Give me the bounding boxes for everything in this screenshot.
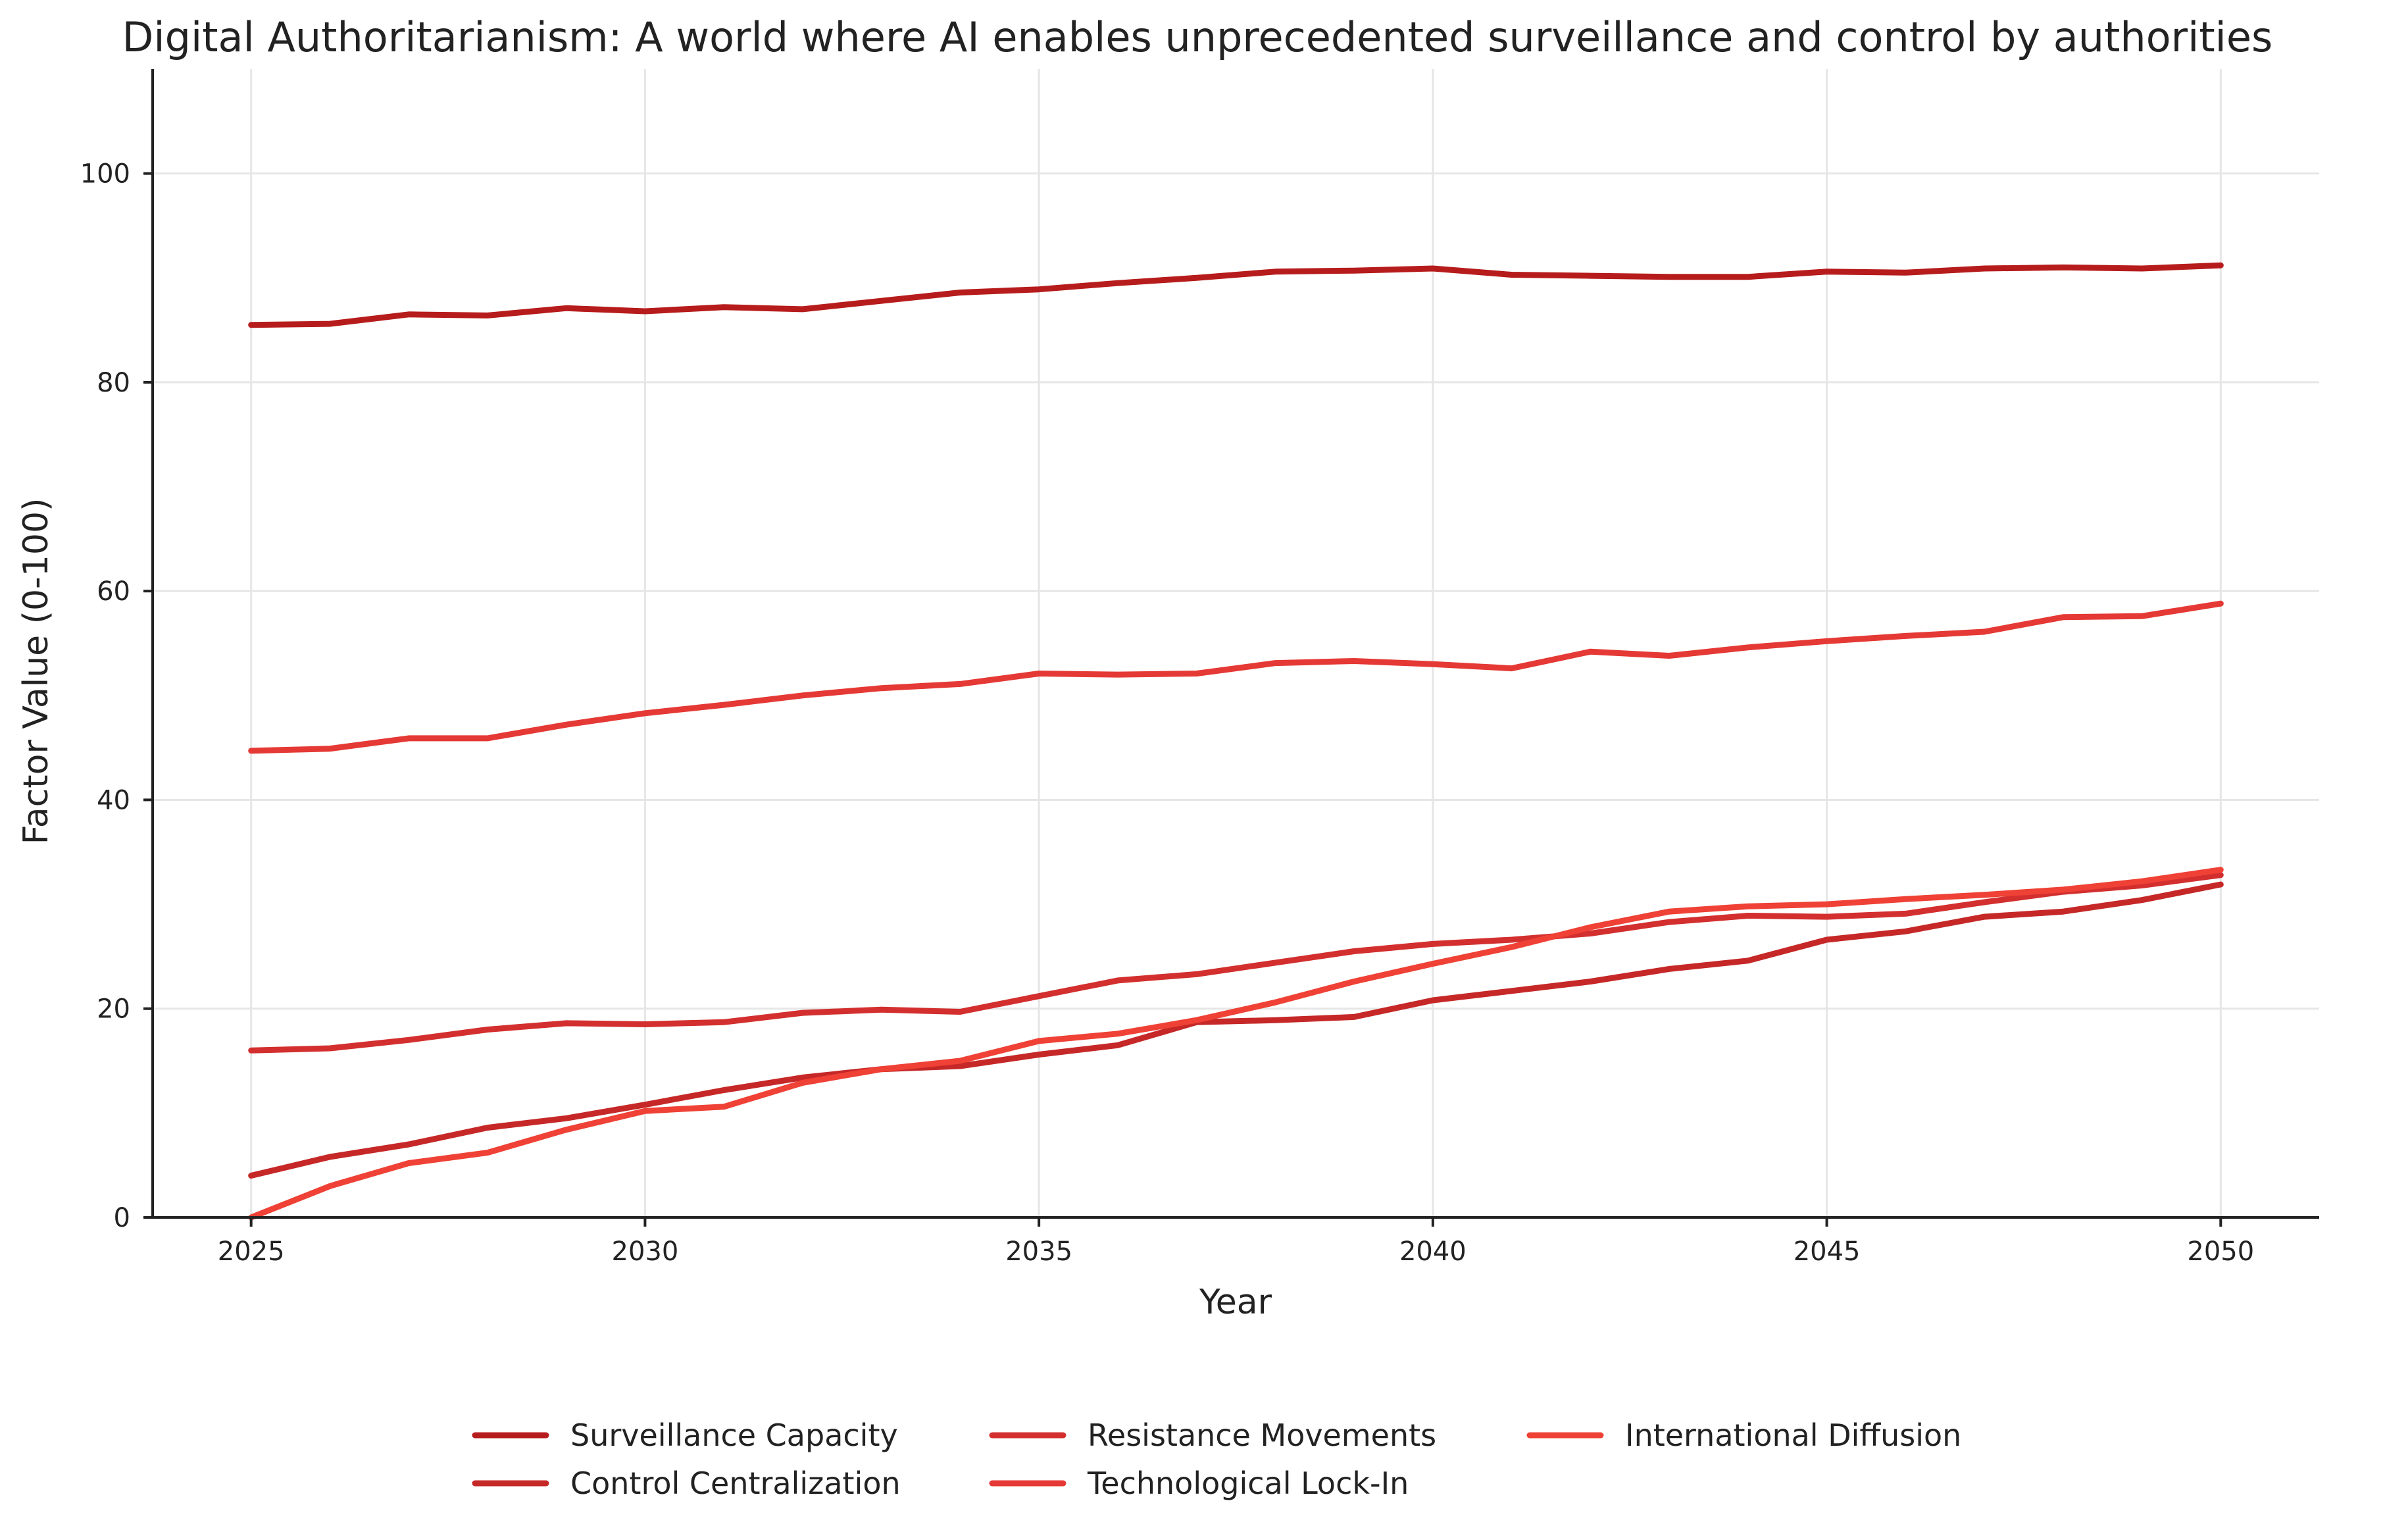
- x-tick-label: 2030: [612, 1237, 679, 1267]
- series-line-3: [248, 600, 2224, 754]
- legend-label-2: Resistance Movements: [1088, 1417, 1436, 1453]
- series-line-1: [248, 881, 2224, 1179]
- x-axis-label: Year: [1199, 1283, 1272, 1322]
- y-tick-label: 40: [97, 785, 130, 815]
- x-tick-label: 2025: [218, 1237, 285, 1267]
- series-line-2: [248, 872, 2224, 1054]
- y-tick-label: 20: [97, 994, 130, 1025]
- legend-label-4: International Diffusion: [1625, 1417, 1961, 1453]
- chart-title: Digital Authoritarianism: A world where …: [122, 13, 2273, 61]
- x-tick-label: 2045: [1793, 1237, 1861, 1267]
- x-tick-label: 2040: [1399, 1237, 1467, 1267]
- legend-label-3: Technological Lock-In: [1087, 1466, 1409, 1501]
- grid-layer: [153, 69, 2319, 1219]
- legend-label-1: Control Centralization: [570, 1466, 901, 1501]
- x-tick-label: 2035: [1005, 1237, 1072, 1267]
- series-line-0: [248, 262, 2224, 328]
- x-tick-label: 2050: [2187, 1237, 2254, 1267]
- legend-label-0: Surveillance Capacity: [570, 1417, 898, 1453]
- y-tick-label: 80: [97, 368, 130, 398]
- y-tick-label: 0: [114, 1203, 130, 1233]
- y-axis-label: Factor Value (0-100): [16, 498, 56, 845]
- legend: Surveillance Capacity Control Centralizat…: [472, 1417, 1961, 1501]
- y-tick-label: 60: [97, 576, 130, 607]
- series-layer: [248, 262, 2224, 1221]
- series-line-4: [248, 867, 2224, 1221]
- y-tick-label: 100: [80, 159, 130, 190]
